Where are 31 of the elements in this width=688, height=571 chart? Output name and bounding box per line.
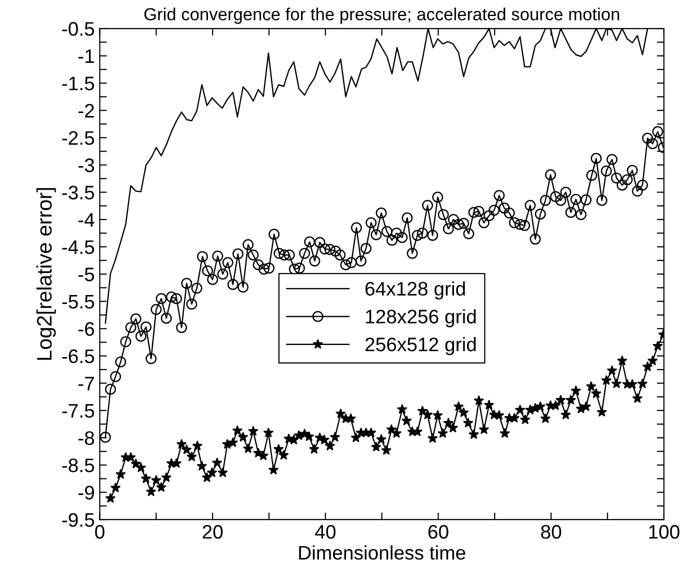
y-tick-label: -1.5 (62, 76, 94, 90)
y-tick-label: -7.5 (62, 404, 94, 418)
y-tick-label: -4 (78, 213, 94, 227)
x-tick-label: 0 (95, 524, 104, 539)
y-tick-label: -9.5 (62, 513, 94, 527)
x-tick-label: 20 (202, 524, 223, 539)
y-tick-label: -6 (78, 322, 94, 336)
y-tick-label: -8 (78, 431, 94, 446)
y-tick-label: -5 (78, 268, 94, 282)
x-tick-label: 60 (428, 524, 448, 539)
x-tick-label: 40 (315, 524, 336, 539)
y-tick-label: -3.5 (62, 186, 94, 200)
y-tick-label: -2.5 (62, 131, 94, 145)
y-tick-label: -1 (78, 50, 94, 63)
y-tick-label: -8.5 (62, 458, 94, 472)
x-tick-label: 80 (541, 524, 562, 539)
y-tick-label: -4.5 (62, 240, 94, 254)
y-tick-label: -2 (78, 104, 94, 118)
x-axis-title: Dimensionless time (299, 545, 466, 560)
y-tick-label: -3 (78, 158, 94, 172)
y-tick-label: -9 (78, 486, 94, 500)
y-tick-label: -7 (78, 376, 94, 390)
y-tick-label: -5.5 (62, 295, 94, 309)
legend-label: 128x256 grid (366, 309, 476, 328)
legend-label: 256x512 grid (365, 337, 476, 356)
chart-title: Grid convergence for the pressure; accelerated source motion (144, 8, 620, 24)
y-tick-label: -6.5 (62, 349, 94, 364)
y-axis-title: Log2[relative error] (36, 188, 56, 360)
x-tick-label: 100 (649, 524, 680, 539)
y-tick-label: -0.5 (62, 22, 94, 36)
legend-label: 64x128 grid (366, 281, 465, 300)
